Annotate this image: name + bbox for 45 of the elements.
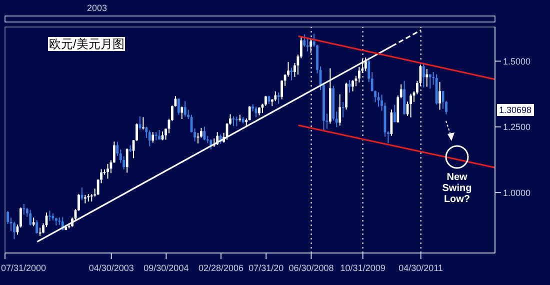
annotation: New Swing Low?: [441, 172, 473, 205]
candlestick: [13, 221, 16, 240]
x-tick-label: 07/31/20: [248, 263, 284, 273]
candlestick: [180, 106, 184, 120]
candlestick: [422, 62, 425, 88]
x-tick-label: 07/31/2000: [1, 263, 46, 273]
x-tick-label: 10/31/2009: [340, 263, 386, 273]
candlestick: [36, 220, 38, 234]
candlestick: [277, 92, 280, 104]
candlestick: [342, 101, 344, 118]
y-tick-label: 1.2500: [503, 122, 531, 132]
x-tick-label: 02/28/2006: [198, 263, 244, 273]
candlestick: [48, 210, 51, 222]
candlestick: [29, 209, 32, 226]
candlestick: [410, 93, 412, 118]
candlestick: [352, 80, 354, 92]
candlestick: [235, 116, 238, 127]
candlestick: [377, 92, 380, 108]
candlestick: [106, 163, 109, 180]
candlestick: [126, 148, 128, 174]
y-tick-label: 1.5000: [503, 56, 531, 66]
candlestick: [393, 104, 396, 123]
candlestick: [177, 98, 180, 116]
candlestick: [148, 130, 151, 147]
x-tick-label: 04/30/2003: [88, 263, 134, 273]
candlestick: [22, 203, 26, 216]
candlestick: [390, 109, 393, 136]
x-tick-label: 09/30/2004: [144, 263, 189, 273]
candlestick: [303, 34, 306, 48]
x-tick-label: 04/30/2011: [398, 263, 444, 273]
candlestick: [438, 81, 441, 110]
y-tick-label: 1.0000: [503, 188, 531, 198]
text: 2003: [86, 3, 108, 14]
x-tick-label: 06/30/2008: [288, 263, 334, 273]
candlestick: [152, 132, 154, 144]
candlestick: [338, 94, 342, 126]
candlestick: [138, 116, 142, 130]
candlestick: [184, 100, 186, 118]
text: 欧元/美元月图: [48, 37, 126, 51]
candlestick: [142, 116, 144, 130]
candlestick: [274, 90, 277, 102]
candlestick: [290, 67, 293, 81]
candlestick: [345, 82, 348, 110]
candlestick: [210, 138, 212, 150]
text: 1.30698: [497, 104, 534, 116]
